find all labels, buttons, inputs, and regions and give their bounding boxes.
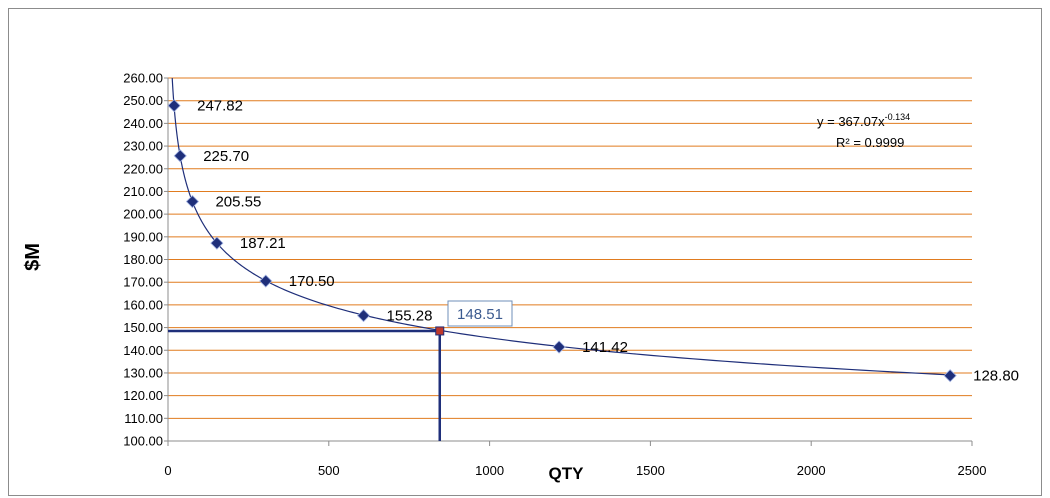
x-tick-label: 2000 — [797, 463, 826, 478]
y-tick-label: 140.00 — [123, 343, 163, 358]
y-tick-label: 150.00 — [123, 320, 163, 335]
x-axis-title: QTY — [549, 464, 585, 483]
y-tick-label: 170.00 — [123, 275, 163, 290]
data-label: 128.80 — [973, 368, 1019, 385]
y-tick-label: 210.00 — [123, 184, 163, 199]
y-tick-label: 110.00 — [124, 411, 163, 426]
data-label: 155.28 — [387, 308, 433, 325]
trendline-equation: y = 367.07x-0.134 — [817, 112, 910, 129]
y-tick-label: 230.00 — [123, 139, 163, 154]
chart-frame — [8, 8, 1042, 496]
y-tick-label: 260.00 — [123, 71, 163, 86]
data-label: 205.55 — [215, 194, 261, 211]
data-label: 170.50 — [289, 273, 335, 290]
y-tick-label: 100.00 — [123, 434, 163, 449]
x-tick-label: 500 — [318, 463, 340, 478]
y-tick-label: 130.00 — [123, 365, 163, 380]
data-labels: 247.82 225.70 205.55 187.21 170.50 155.28 141.… — [197, 98, 1019, 385]
trendline-equation-exponent: -0.134 — [885, 112, 911, 122]
y-tick-label: 200.00 — [123, 207, 163, 222]
y-tick-labels: 100.00 110.00 120.00 130.00 140.00 150.00 160.… — [123, 71, 163, 449]
data-point-marker — [943, 369, 957, 383]
y-tick-label: 160.00 — [123, 297, 163, 312]
axes — [164, 77, 973, 446]
data-label: 225.70 — [203, 148, 249, 165]
data-label: 247.82 — [197, 98, 243, 115]
y-tick-label: 240.00 — [123, 116, 163, 131]
grid-lines — [168, 77, 972, 419]
trendline-r-squared: R² = 0.9999 — [836, 135, 904, 150]
y-tick-label: 190.00 — [123, 229, 163, 244]
y-axis-title: $M — [22, 243, 44, 271]
x-tick-label: 1500 — [636, 463, 665, 478]
data-point-marker — [210, 236, 224, 250]
y-tick-label: 250.00 — [123, 93, 163, 108]
x-tick-label: 1000 — [475, 463, 504, 478]
y-tick-label: 120.00 — [123, 388, 163, 403]
data-point-marker — [173, 149, 187, 163]
data-point-marker — [259, 274, 273, 288]
highlight-label: 148.51 — [457, 306, 503, 323]
trendline-curve — [171, 77, 953, 376]
data-label: 187.21 — [240, 235, 286, 252]
data-point-marker — [185, 194, 200, 209]
x-tick-label: 0 — [164, 463, 171, 478]
data-point-marker — [167, 99, 181, 113]
data-point-marker — [552, 340, 566, 354]
highlight-marker — [435, 326, 445, 336]
data-points — [167, 99, 957, 383]
highlight-label-box — [447, 300, 513, 327]
x-tick-labels: 0 500 1000 1500 2000 2500 — [164, 463, 986, 478]
data-label: 141.42 — [582, 339, 628, 356]
data-point-marker — [356, 309, 371, 323]
x-tick-label: 2500 — [958, 463, 987, 478]
highlight-guides — [168, 326, 445, 441]
y-tick-label: 180.00 — [123, 252, 163, 267]
trendline-equation-base: y = 367.07x — [817, 114, 885, 129]
y-tick-label: 220.00 — [123, 161, 163, 176]
